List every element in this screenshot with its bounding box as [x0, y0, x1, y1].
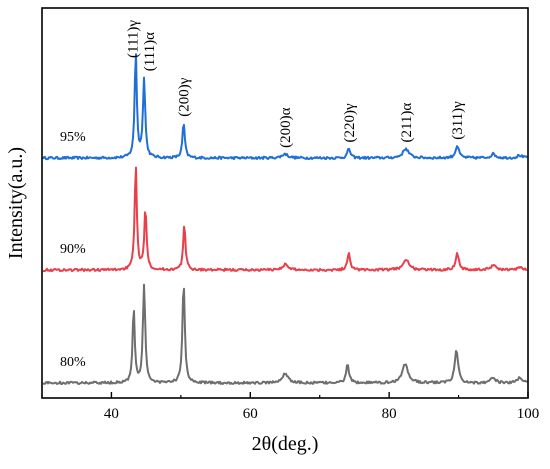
plot-frame	[41, 7, 529, 399]
series-label: 80%	[60, 355, 86, 370]
series-layer: 95% 90% 80%	[42, 53, 528, 385]
peak-label: (200)α	[278, 107, 294, 147]
series-label: 95%	[60, 130, 86, 145]
x-tick-label: 60	[243, 406, 258, 422]
series-line-90pct	[42, 166, 528, 273]
x-axis: 40 60 80 100	[41, 392, 540, 422]
x-tick-label: 80	[382, 406, 397, 422]
series-line-80pct	[42, 283, 528, 385]
peak-label: (220)γ	[342, 103, 358, 142]
peak-label: (200)γ	[177, 77, 193, 116]
peak-label: (111)γ	[126, 20, 142, 58]
y-axis-title: Intensity(a.u.)	[5, 147, 27, 259]
series-line-95pct	[42, 53, 528, 161]
x-axis-title: 2θ(deg.)	[252, 433, 319, 455]
x-tick-label: 40	[104, 406, 119, 422]
x-tick-label: 100	[517, 406, 540, 422]
labels-layer: (111)γ (111)α (200)γ (200)α (220)γ (211)α (311…	[126, 20, 466, 148]
peak-label: (211)α	[399, 103, 415, 143]
peak-label: (311)γ	[450, 101, 466, 140]
series-label: 90%	[60, 242, 86, 257]
peak-label: (111)α	[142, 32, 158, 71]
